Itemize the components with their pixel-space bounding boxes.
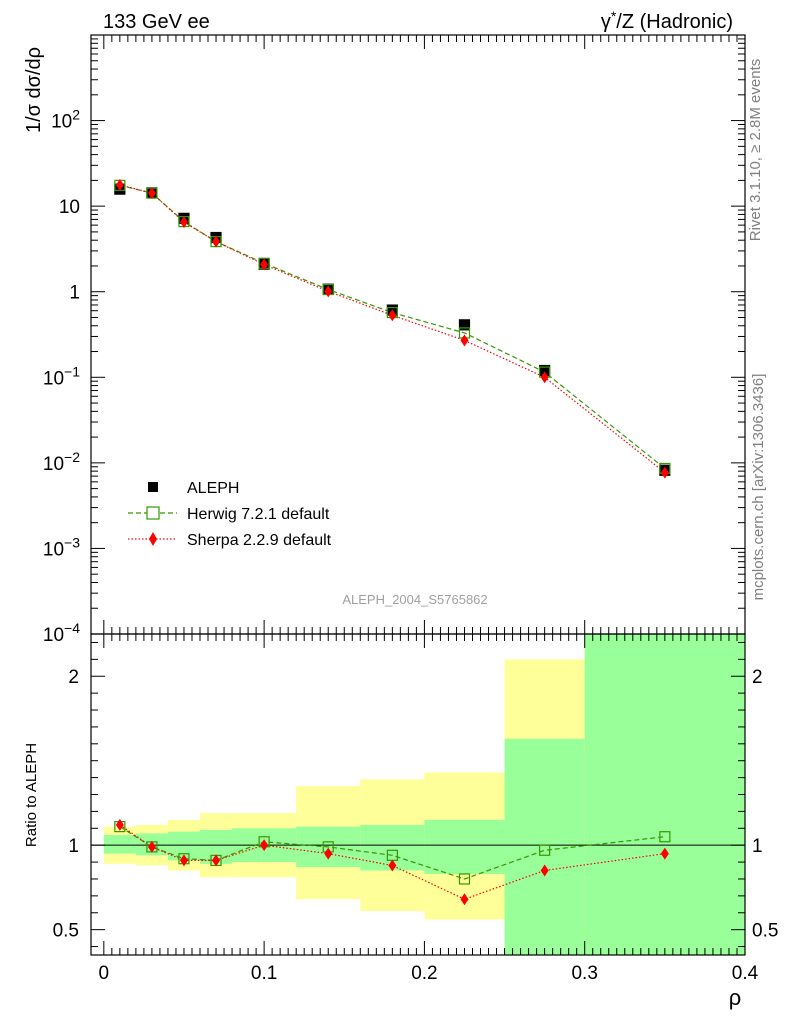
band-inner xyxy=(584,634,745,955)
sherpa-main-line xyxy=(119,184,666,474)
ratio-y-tick-label-right: 0.5 xyxy=(752,921,778,942)
herwig-ratio-point xyxy=(539,844,551,856)
x-tick-label: 0 xyxy=(99,963,110,984)
legend-herwig-marker xyxy=(146,506,160,520)
x-axis-label: ρ xyxy=(729,985,742,1010)
sherpa-ratio-line xyxy=(119,824,665,900)
sherpa-ratio-point xyxy=(260,839,269,852)
sherpa-ratio-point xyxy=(147,840,156,853)
main-y-tick-label: 1 xyxy=(69,283,80,304)
sherpa-point xyxy=(540,371,549,384)
sherpa-point xyxy=(660,466,669,479)
legend-sherpa-marker xyxy=(149,532,157,546)
sherpa-ratio-point xyxy=(460,893,469,906)
sherpa-point xyxy=(324,285,333,298)
right-title: γ*/Z (Hadronic) xyxy=(601,8,733,33)
main-y-tick-label: 102 xyxy=(51,107,80,133)
legend-label: ALEPH xyxy=(187,480,239,497)
sherpa-point xyxy=(212,235,221,248)
tick-labels: 10−4 10−3 10−2 10−1 1 10 102 0.5 0.5 1 1 2 2 0 0.1 0.2 0… xyxy=(43,107,779,984)
sherpa-point xyxy=(147,187,156,200)
sherpa-ratio-point xyxy=(212,854,221,867)
mcplots-label: mcplots.cern.ch [arXiv:1306.3436] xyxy=(750,374,767,601)
legend-aleph-marker xyxy=(148,482,158,492)
sherpa-ratio-point xyxy=(324,847,333,860)
band-inner xyxy=(103,835,136,854)
ratio-y-tick-label-left: 2 xyxy=(68,667,79,688)
sherpa-ratio-point xyxy=(115,818,124,831)
series-lines xyxy=(119,184,666,900)
analysis-watermark: ALEPH_2004_S5765862 xyxy=(342,592,487,607)
ratio-y-tick-label-left: 1 xyxy=(68,836,79,857)
sherpa-point xyxy=(179,216,188,229)
sherpa-point xyxy=(460,334,469,347)
legend-label: Herwig 7.2.1 default xyxy=(187,506,330,523)
aleph-point xyxy=(458,319,471,331)
left-title: 133 GeV ee xyxy=(103,11,210,33)
sherpa-ratio-point xyxy=(388,859,397,872)
sherpa-point xyxy=(115,178,124,191)
main-y-tick-label: 10 xyxy=(59,197,80,218)
rivet-label: Rivet 3.1.10, ≥ 2.8M events xyxy=(747,59,764,242)
axis-ticks xyxy=(91,35,746,955)
main-y-axis-label: 1/σ dσ/dρ xyxy=(23,47,45,133)
x-tick-label: 0.1 xyxy=(251,963,277,984)
ratio-y-tick-label-right: 2 xyxy=(752,667,763,688)
x-tick-label: 0.3 xyxy=(571,963,597,984)
herwig-main-line xyxy=(119,184,666,469)
ratio-y-tick-label-left: 0.5 xyxy=(53,921,79,942)
sherpa-ratio-point xyxy=(660,847,669,860)
x-tick-label: 0.4 xyxy=(732,963,759,984)
main-y-tick-label: 10−3 xyxy=(43,534,80,560)
x-tick-label: 0.2 xyxy=(411,963,437,984)
sherpa-ratio-point xyxy=(179,854,188,867)
main-y-tick-label: 10−1 xyxy=(43,363,80,389)
sherpa-ratio-point xyxy=(540,864,549,877)
sherpa-point xyxy=(260,258,269,271)
ratio-y-axis-label: Ratio to ALEPH xyxy=(23,743,40,847)
ratio-y-tick-label-right: 1 xyxy=(752,836,763,857)
uncertainty-bands xyxy=(103,634,745,955)
main-y-tick-label: 10−2 xyxy=(43,449,80,475)
legend: ALEPH Herwig 7.2.1 default Sherpa 2.2.9 de… xyxy=(128,480,332,549)
legend-label: Sherpa 2.2.9 default xyxy=(187,532,332,549)
data-markers xyxy=(114,178,671,906)
herwig-ratio-point xyxy=(659,831,671,843)
herwig-ratio-point xyxy=(458,873,471,885)
band-inner xyxy=(424,819,505,874)
sherpa-point xyxy=(388,309,397,322)
herwig-ratio-line xyxy=(119,826,665,880)
main-y-tick-label: 10−4 xyxy=(43,620,80,646)
